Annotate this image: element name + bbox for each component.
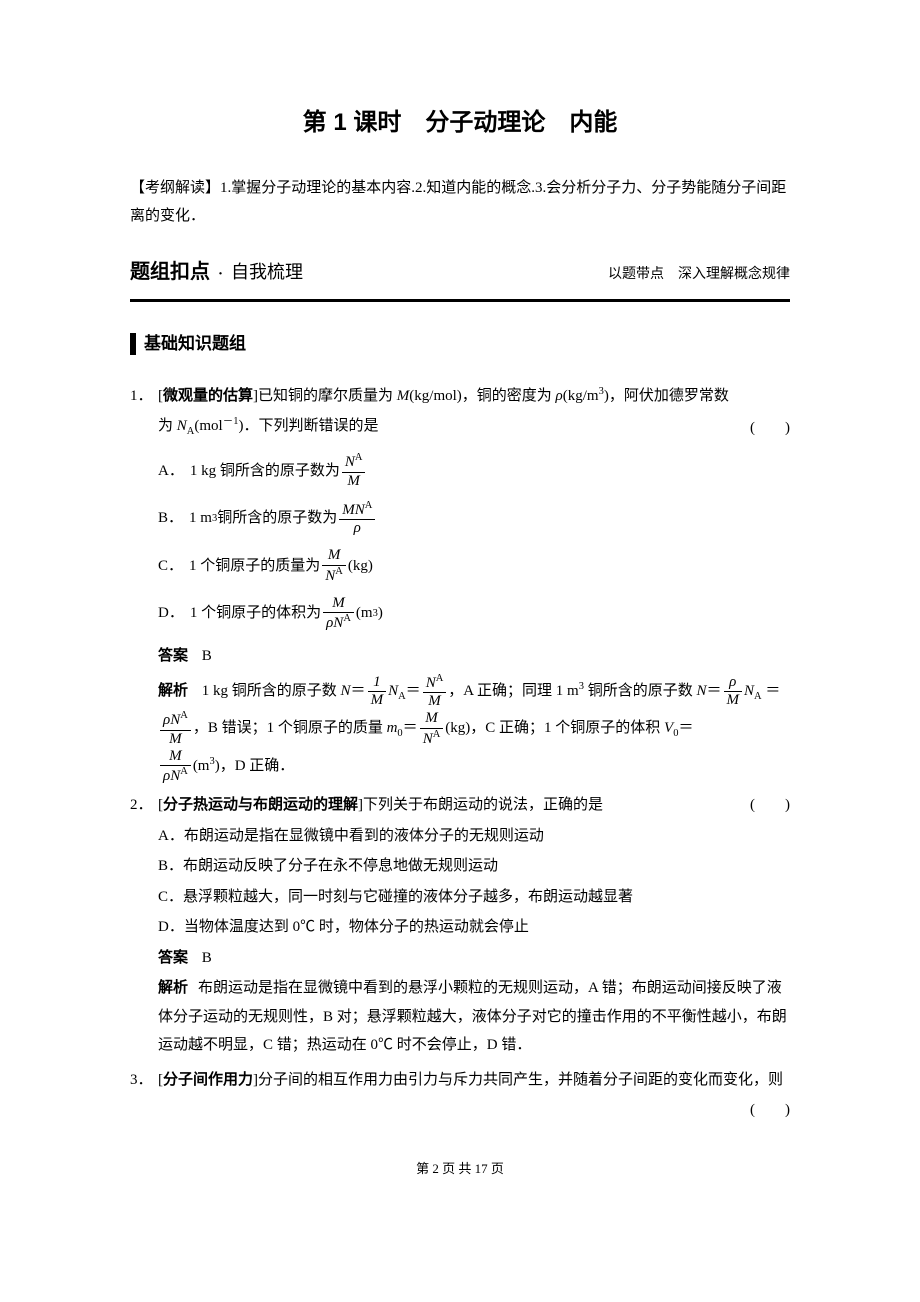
q1-C-text: 1 个铜原子的质量为	[189, 552, 320, 581]
q1-B-frac: MNAρ	[339, 500, 375, 538]
q2-ans-value: B	[202, 950, 212, 966]
q1-t1: 已知铜的摩尔质量为	[258, 388, 397, 404]
q2-ans-label: 答案	[158, 949, 188, 966]
q1-B-text1: 1 m	[189, 504, 212, 533]
q1-t2: (kg/mol)，铜的密度为	[409, 388, 555, 404]
q1-B-label: B．	[158, 504, 183, 533]
q1-exp-frac1: 1M	[368, 674, 387, 710]
q1-answer: 答案 B	[158, 642, 790, 671]
q1-D-frac: MρNA	[323, 595, 354, 633]
q2-exp-label: 解析	[158, 979, 188, 996]
q1-ans-value: B	[202, 648, 212, 664]
section-bar: 题组扣点 · 自我梳理 以题带点 深入理解概念规律	[130, 253, 790, 302]
q1-D-unit2: )	[378, 599, 383, 628]
q1-choice-c: C． 1 个铜原子的质量为 MNA (kg)	[158, 547, 790, 585]
q1-number: 1．	[130, 382, 158, 411]
q1-M: M	[397, 388, 410, 404]
exam-outline: 【考纲解读】1.掌握分子动理论的基本内容.2.知道内能的概念.3.会分析分子力、…	[130, 174, 790, 231]
q2-answer: 答案 B	[158, 944, 790, 973]
q1-D-unit1: (m	[356, 599, 373, 628]
q1-stem-line1: [微观量的估算]已知铜的摩尔质量为 M(kg/mol)，铜的密度为 ρ(kg/m…	[158, 382, 790, 411]
intro-label: 【考纲解读】	[130, 180, 220, 196]
q1-C-label: C．	[158, 552, 183, 581]
section-left: 题组扣点	[130, 253, 210, 291]
q1-exp-frac4: MρNA	[160, 748, 191, 786]
q1-choice-a: A． 1 kg 铜所含的原子数为 NAM	[158, 452, 790, 490]
question-3: 3． [分子间作用力]分子间的相互作用力由引力与斥力共同产生，并随着分子间距的变…	[130, 1066, 790, 1127]
q1-C-unit: (kg)	[348, 552, 373, 581]
q1-exp-V0eq: ＝	[678, 721, 693, 737]
q1-rho: ρ	[556, 388, 563, 404]
q1-exp-frac3: MNA	[420, 710, 444, 748]
q2-choice-d: D．当物体温度达到 0℃ 时，物体分子的热运动就会停止	[158, 913, 790, 942]
q1-D-label: D．	[158, 599, 184, 628]
q1-exp-label: 解析	[158, 682, 188, 699]
q1-topic: 微观量的估算	[163, 387, 253, 404]
q2-topic: 分子热运动与布朗运动的理解	[163, 796, 358, 813]
q1-D-text: 1 个铜原子的体积为	[190, 599, 321, 628]
q1-l2b: )．下列判断错误的是	[238, 418, 378, 434]
q2-choice-a: A．布朗运动是指在显微镜中看到的液体分子的无规则运动	[158, 822, 790, 851]
q2-stem-text: 下列关于布朗运动的说法，正确的是	[363, 797, 603, 813]
q1-A-frac: NAM	[342, 452, 366, 490]
subhead-text: 基础知识题组	[144, 328, 246, 360]
q1-exp-frac1b: NAM	[423, 673, 447, 711]
q1-exp-N2: N	[697, 683, 707, 699]
q1-exp3: (m	[193, 758, 210, 774]
q1-exp-V0: V	[664, 721, 673, 737]
q1-exp2: ，B 错误；1 个铜原子的质量	[193, 721, 387, 737]
q1-stem-line2: 为 NA(mol－1)．下列判断错误的是 ( )	[158, 412, 790, 442]
question-1: 1． [微观量的估算]已知铜的摩尔质量为 M(kg/mol)，铜的密度为 ρ(k…	[130, 382, 790, 787]
q2-explanation: 解析布朗运动是指在显微镜中看到的悬浮小颗粒的无规则运动，A 错；布朗运动间接反映…	[158, 974, 790, 1060]
q2-choice-c: C．悬浮颗粒越大，同一时刻与它碰撞的液体分子越多，布朗运动越显著	[158, 883, 790, 912]
q3-stem-text: 分子间的相互作用力由引力与斥力共同产生，并随着分子间距的变化而变化，则	[258, 1072, 783, 1088]
q1-choice-b: B． 1 m3 铜所含的原子数为 MNAρ	[158, 500, 790, 538]
q3-blank: ( )	[738, 1096, 790, 1125]
q1-exp-eq1: ＝	[351, 683, 366, 699]
q1-blank: ( )	[738, 414, 790, 443]
q3-number: 3．	[130, 1066, 158, 1095]
q2-choice-b: B．布朗运动反映了分子在永不停息地做无规则运动	[158, 852, 790, 881]
q1-exp-1: －1	[223, 416, 239, 427]
q1-NA: N	[177, 418, 187, 434]
q1-exp-frac2: ρM	[724, 674, 743, 710]
section-mid: 自我梳理	[231, 255, 608, 289]
q1-exp-m0unit: (kg)，C 正确；1 个铜原子的体积	[445, 721, 664, 737]
question-2: 2． [分子热运动与布朗运动的理解]下列关于布朗运动的说法，正确的是 ( ) A…	[130, 791, 790, 1062]
q2-exp-text: 布朗运动是指在显微镜中看到的悬浮小颗粒的无规则运动，A 错；布朗运动间接反映了液…	[158, 980, 787, 1053]
q1-B-text2: 铜所含的原子数为	[217, 504, 337, 533]
subheading: 基础知识题组	[130, 328, 790, 360]
section-dot: ·	[218, 260, 223, 289]
q3-topic: 分子间作用力	[163, 1071, 253, 1088]
q1-C-frac: MNA	[322, 547, 346, 585]
q3-stem-line1: [分子间作用力]分子间的相互作用力由引力与斥力共同产生，并随着分子间距的变化而变…	[158, 1066, 790, 1095]
q1-choice-d: D． 1 个铜原子的体积为 MρNA (m3)	[158, 595, 790, 633]
q1-exp1: 1 kg 铜所含的原子数	[202, 683, 341, 699]
q1-exp-mid1: ，A 正确；同理 1 m	[448, 683, 578, 699]
intro-text: 1.掌握分子动理论的基本内容.2.知道内能的概念.3.会分析分子力、分子势能随分…	[130, 180, 786, 225]
q1-exp-frac2b: ρNAM	[160, 710, 191, 748]
q1-explanation: 解析 1 kg 铜所含的原子数 N＝1MNA＝NAM，A 正确；同理 1 m3 …	[158, 673, 790, 786]
q1-A-text: 1 kg 铜所含的原子数为	[190, 457, 340, 486]
q3-stem-line2: ( )	[158, 1096, 790, 1125]
q1-exp-m0: m	[387, 721, 398, 737]
q2-number: 2．	[130, 791, 158, 820]
q1-exp-N1: N	[341, 683, 351, 699]
q1-t3: (kg/m	[563, 388, 599, 404]
q1-exp3-end: )，D 正确．	[215, 758, 295, 774]
lesson-title: 第 1 课时 分子动理论 内能	[130, 100, 790, 146]
q1-exp-mid1b: 铜所含的原子数	[584, 683, 697, 699]
q1-A-label: A．	[158, 457, 184, 486]
q1-exp-eq2: ＝	[707, 683, 722, 699]
q1-exp-m0eq: ＝	[403, 721, 418, 737]
vertical-bar-icon	[130, 333, 136, 355]
q1-molinv: (mol	[194, 418, 222, 434]
q2-stem: [分子热运动与布朗运动的理解]下列关于布朗运动的说法，正确的是 ( )	[158, 791, 790, 820]
q1-ans-label: 答案	[158, 647, 188, 664]
q1-t4: )，阿伏加德罗常数	[604, 388, 729, 404]
page-footer: 第 2 页 共 17 页	[130, 1157, 790, 1182]
q1-l2a: 为	[158, 418, 177, 434]
section-right: 以题带点 深入理解概念规律	[608, 262, 790, 289]
q2-blank: ( )	[738, 791, 790, 820]
